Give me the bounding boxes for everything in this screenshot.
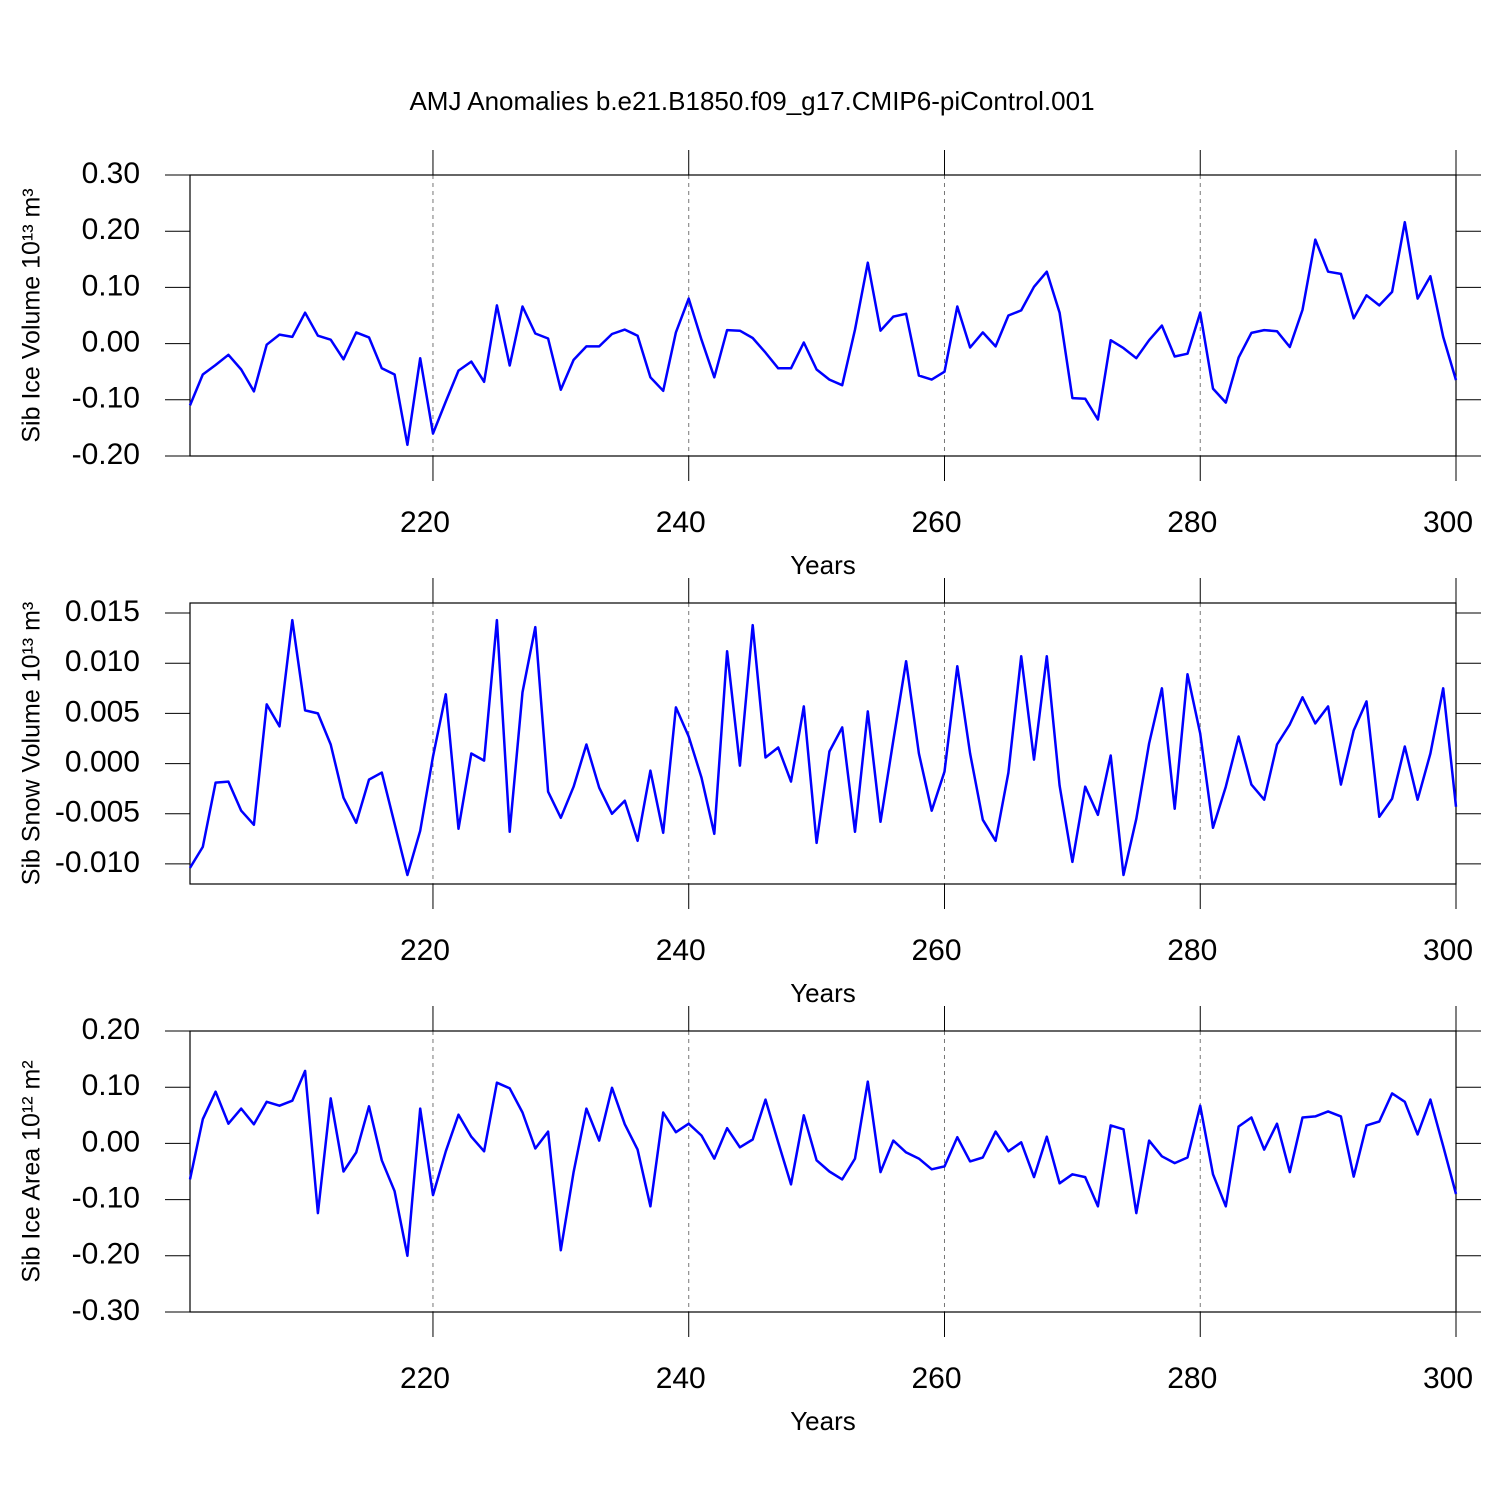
data-line: [188, 220, 1458, 447]
y-axis-label: Sib Ice Volume 10¹³ m³: [18, 188, 46, 442]
y-tick-label: 0.00: [82, 326, 140, 359]
x-tick-label: 300: [1423, 934, 1473, 967]
y-axis-label: Sib Ice Area 10¹² m²: [18, 1060, 46, 1282]
y-tick-label: 0.000: [65, 745, 140, 778]
y-tick-label: 0.10: [82, 269, 140, 302]
x-tick-label: 240: [656, 934, 706, 967]
plot-frame: [189, 174, 1457, 457]
x-axis-label: Years: [790, 1406, 856, 1436]
data-line: [188, 1069, 1458, 1258]
y-tick-label: 0.10: [82, 1069, 140, 1102]
y-tick-label: 0.005: [65, 695, 140, 728]
y-axis-label: Sib Snow Volume 10¹³ m³: [18, 602, 46, 885]
x-tick-label: 220: [400, 1362, 450, 1395]
y-tick-label: 0.015: [65, 595, 140, 628]
figure-title: AMJ Anomalies b.e21.B1850.f09_g17.CMIP6-…: [409, 86, 1094, 116]
x-tick-label: 280: [1167, 1362, 1217, 1395]
plot-frame: [189, 1030, 1457, 1313]
x-tick-label: 280: [1167, 506, 1217, 539]
y-tick-label: 0.30: [82, 157, 140, 190]
y-tick-label: -0.20: [72, 438, 140, 471]
x-tick-label: 260: [911, 934, 961, 967]
x-tick-label: 220: [400, 506, 450, 539]
y-tick-label: 0.20: [82, 213, 140, 246]
plot-frame: [189, 602, 1457, 885]
x-tick-label: 300: [1423, 1362, 1473, 1395]
x-axis-label: Years: [790, 550, 856, 580]
x-tick-label: 240: [656, 506, 706, 539]
x-tick-label: 260: [911, 1362, 961, 1395]
x-tick-label: 220: [400, 934, 450, 967]
x-tick-label: 240: [656, 1362, 706, 1395]
y-tick-label: -0.10: [72, 382, 140, 415]
data-line: [188, 618, 1458, 877]
x-axis-label: Years: [790, 978, 856, 1008]
y-tick-label: -0.10: [72, 1182, 140, 1215]
x-tick-label: 300: [1423, 506, 1473, 539]
y-tick-label: 0.010: [65, 645, 140, 678]
y-tick-label: -0.010: [55, 846, 140, 879]
y-tick-label: -0.005: [55, 796, 140, 829]
x-tick-label: 260: [911, 506, 961, 539]
y-tick-label: 0.00: [82, 1125, 140, 1158]
y-tick-label: 0.20: [82, 1013, 140, 1046]
x-tick-label: 280: [1167, 934, 1217, 967]
y-tick-label: -0.30: [72, 1294, 140, 1327]
y-tick-label: -0.20: [72, 1238, 140, 1271]
